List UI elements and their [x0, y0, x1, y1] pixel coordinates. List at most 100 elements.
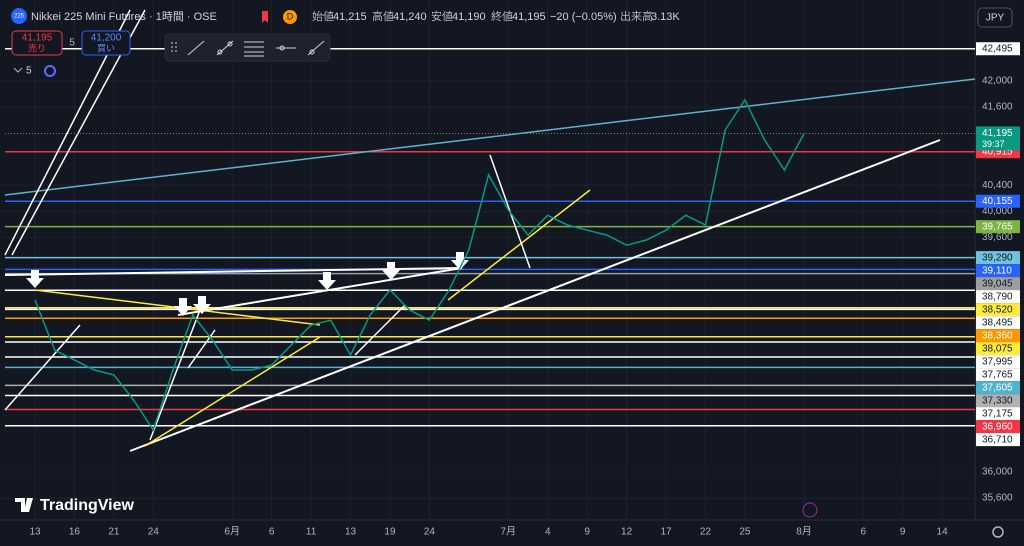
- x-tick-label: 9: [900, 527, 906, 538]
- level-label-bg: [976, 381, 1020, 395]
- indicator-icon[interactable]: [44, 65, 56, 77]
- x-tick-label: 24: [424, 527, 436, 538]
- volume-value: 3.13K: [651, 11, 680, 23]
- level-label: 38,075: [982, 343, 1013, 354]
- level-label-bg: [976, 194, 1020, 208]
- symbol-logo-text: 225: [14, 14, 25, 20]
- level-label: 37,995: [982, 356, 1013, 367]
- x-tick-label: 6月: [224, 526, 240, 538]
- y-tick-label: 36,000: [982, 467, 1013, 478]
- level-label-bg: [976, 368, 1020, 382]
- badge-text: D: [287, 11, 294, 21]
- level-label: 38,790: [982, 291, 1013, 302]
- symbol-title[interactable]: Nikkei 225 Mini Futures · 1時間 · OSE: [31, 10, 217, 23]
- level-label: 38,360: [982, 330, 1013, 341]
- level-label-bg: [976, 264, 1020, 278]
- spread: 5: [69, 38, 75, 49]
- level-label-bg: [976, 42, 1020, 56]
- level-label-bg: [976, 277, 1020, 291]
- level-label-bg: [976, 290, 1020, 304]
- x-tick-label: 8月: [796, 526, 812, 538]
- level-label: 39,765: [982, 221, 1013, 232]
- x-tick-label: 6: [269, 527, 275, 538]
- x-tick-label: 4: [545, 527, 551, 538]
- volume-label: 出来高: [620, 9, 653, 23]
- level-label-bg: [976, 433, 1020, 447]
- symbol-logo: [11, 8, 27, 24]
- x-tick-label: 7月: [500, 526, 516, 538]
- collapse-icon[interactable]: [13, 67, 23, 73]
- x-tick-label: 19: [384, 527, 396, 538]
- y-tick-label: 42,000: [982, 76, 1013, 87]
- level-label: 37,330: [982, 395, 1013, 406]
- level-label: 39,290: [982, 252, 1013, 263]
- low-value: 41,190: [452, 11, 486, 23]
- level-label-bg: [976, 342, 1020, 356]
- x-tick-label: 12: [621, 527, 633, 538]
- level-label: 38,520: [982, 304, 1013, 315]
- level-label-bg: [976, 303, 1020, 317]
- x-tick-label: 25: [739, 527, 751, 538]
- last-price-label: 41,195: [982, 128, 1013, 139]
- level-label: 42,495: [982, 43, 1013, 54]
- badge: [283, 10, 297, 24]
- y-tick-label: 40,000: [982, 206, 1013, 217]
- x-tick-label: 11: [306, 527, 317, 538]
- last-price-bg: [976, 126, 1020, 151]
- y-tick-label: 40,400: [982, 180, 1013, 191]
- level-label-bg: [976, 316, 1020, 330]
- sell-button[interactable]: [11, 30, 63, 56]
- toolbar-icons[interactable]: [171, 40, 325, 57]
- settings-icon[interactable]: [992, 526, 1004, 538]
- currency-box[interactable]: [977, 7, 1013, 28]
- x-tick-label: 6: [860, 527, 866, 538]
- y-tick-label: 35,600: [982, 493, 1013, 504]
- low-label: 安値: [431, 9, 453, 23]
- buy-button[interactable]: [81, 30, 131, 56]
- open-label: 始値: [312, 9, 334, 23]
- level-label: 37,605: [982, 382, 1013, 393]
- level-label: 39,045: [982, 278, 1013, 289]
- x-tick-label: 9: [584, 527, 590, 538]
- currency[interactable]: JPY: [986, 13, 1005, 24]
- level-label: 38,495: [982, 317, 1013, 328]
- level-label-bg: [976, 407, 1020, 421]
- buy-label[interactable]: 買い: [97, 43, 115, 53]
- indicator-count[interactable]: 5: [26, 66, 32, 77]
- level-label-bg: [976, 420, 1020, 434]
- y-tick-label: 41,600: [982, 102, 1013, 113]
- level-label: 37,175: [982, 408, 1013, 419]
- brand-logo: [15, 498, 33, 512]
- level-label-bg: [976, 394, 1020, 408]
- flag-icon[interactable]: [262, 11, 268, 23]
- levels: [5, 47, 975, 427]
- change-value: −20 (−0.05%): [550, 11, 617, 23]
- level-label: 36,710: [982, 434, 1013, 445]
- x-tick-label: 17: [660, 527, 672, 538]
- high-label: 高値: [372, 9, 394, 23]
- level-label: 37,765: [982, 369, 1013, 380]
- level-label: 40,155: [982, 196, 1013, 207]
- x-tick-label: 14: [937, 527, 949, 538]
- x-tick-label: 21: [108, 527, 120, 538]
- y-tick-label: 39,600: [982, 232, 1013, 243]
- high-value: 41,240: [393, 11, 427, 23]
- x-tick-label: 13: [345, 527, 357, 538]
- price-axis: 35,600 36,000 39,600 40,000 40,400 41,600 42,0…: [976, 42, 1020, 504]
- sell-label[interactable]: 売り: [28, 42, 46, 53]
- series: [5, 98, 975, 432]
- x-tick-label: 22: [700, 527, 712, 538]
- level-label: 39,110: [982, 265, 1012, 276]
- brand: TradingView: [40, 497, 135, 514]
- countdown: 39:37: [982, 139, 1005, 149]
- level-label-bg: [976, 220, 1020, 234]
- event-icon[interactable]: [802, 502, 818, 518]
- grid: [0, 0, 975, 520]
- level-label: 40,915: [982, 146, 1013, 157]
- buy-price[interactable]: 41,200: [91, 33, 122, 44]
- arrows: [26, 252, 469, 316]
- sell-price[interactable]: 41,195: [22, 33, 53, 44]
- level-label-bg: [976, 251, 1020, 265]
